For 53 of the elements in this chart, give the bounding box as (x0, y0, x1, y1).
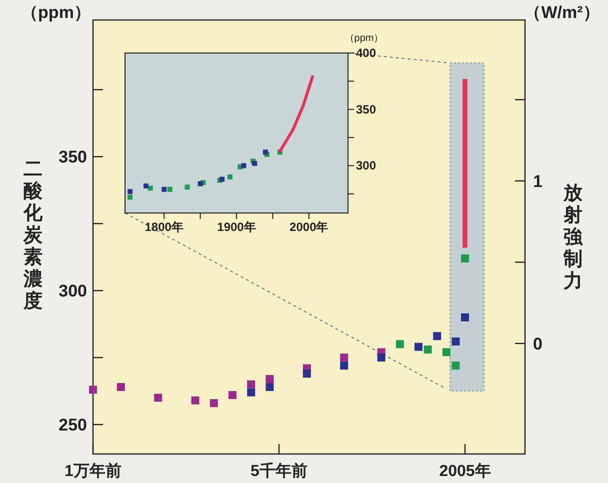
point (143, 183, 148, 188)
point (198, 181, 203, 186)
point (154, 394, 162, 402)
y2-tick-label: 0 (533, 334, 542, 354)
point (228, 391, 237, 400)
point (340, 362, 348, 370)
point (227, 174, 232, 180)
text: （ppm） (21, 3, 91, 22)
y-axis-title: （ppm） (344, 33, 384, 44)
point (191, 396, 200, 404)
point (433, 332, 442, 340)
annotation: （W/m²） (524, 3, 600, 22)
x-tick-label: 5千年前 (250, 462, 308, 480)
point (442, 348, 450, 356)
point (210, 399, 218, 408)
y-axis-title: 二酸化炭素濃度 (22, 159, 44, 312)
point (266, 374, 274, 383)
x-tick-label: 1800年 (144, 220, 184, 234)
point (461, 254, 470, 262)
point (167, 186, 172, 192)
y-tick-label: 300 (356, 158, 376, 173)
y-tick-label: 350 (58, 148, 87, 167)
point (148, 186, 153, 191)
point (452, 362, 460, 370)
y-tick-label: 400 (356, 46, 376, 60)
point (184, 184, 190, 190)
point (266, 383, 274, 392)
y-tick-label: 350 (356, 102, 376, 116)
point (414, 342, 423, 351)
point (128, 194, 133, 200)
point (241, 163, 246, 168)
point (377, 354, 386, 362)
point (340, 354, 348, 362)
y2-axis-title: 放射強制力 (562, 183, 584, 292)
y2-tick-label: 1 (533, 172, 542, 191)
point (247, 388, 256, 396)
point (247, 380, 256, 388)
point (116, 383, 125, 392)
point (89, 386, 97, 394)
y-tick-label: 300 (58, 282, 87, 301)
point (452, 337, 460, 346)
y-tick-label: 250 (58, 416, 87, 435)
x-tick-label: 2000年 (290, 220, 328, 234)
point (396, 340, 404, 348)
point (302, 370, 311, 378)
point (128, 189, 133, 194)
point (220, 176, 225, 182)
x-tick-label: 2005年 (439, 462, 491, 480)
x-tick-label: 1900年 (217, 220, 256, 234)
point (461, 313, 470, 322)
point (424, 346, 432, 354)
point (162, 186, 167, 192)
x-tick-label: 1万年前 (64, 462, 122, 480)
